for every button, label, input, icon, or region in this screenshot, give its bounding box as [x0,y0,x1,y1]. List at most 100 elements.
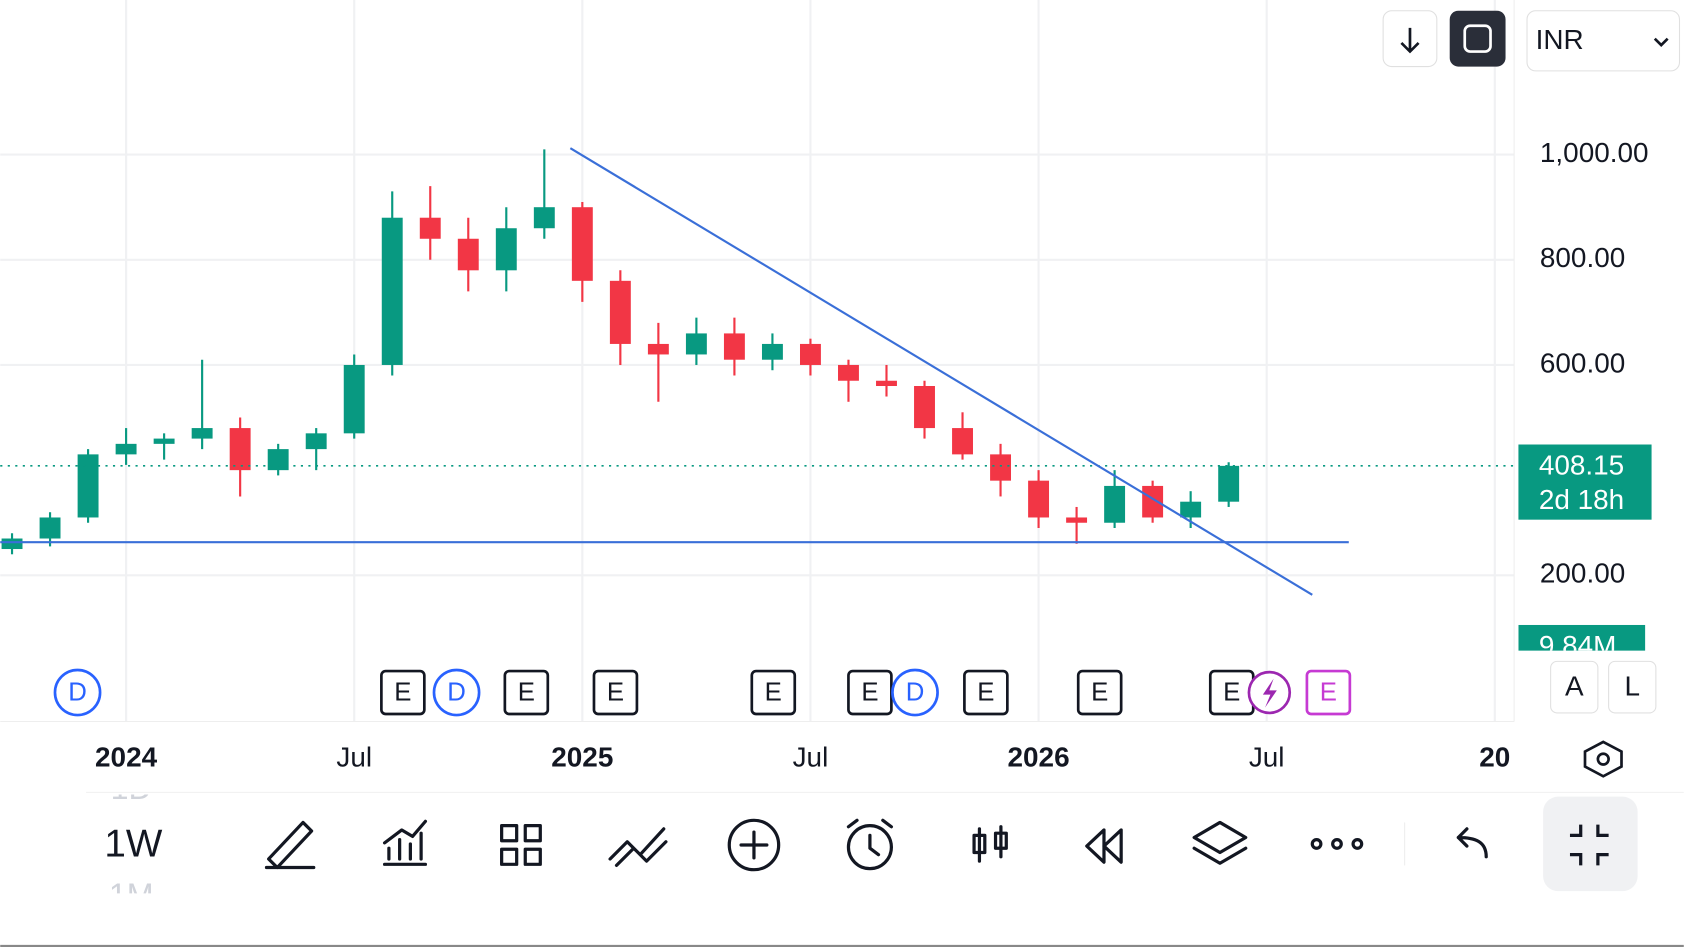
candle-body [191,428,213,439]
y-tick-label: 200.00 [1540,558,1625,589]
settings-dot [1596,752,1610,766]
x-tick-label: 20 [1479,741,1510,772]
candle-body [838,364,859,381]
marker-label: E [1091,678,1108,706]
collapse-icon [1569,824,1609,866]
trend-line[interactable] [569,147,1313,596]
y-tick-label: 600.00 [1540,347,1625,378]
candle-body [1218,465,1240,502]
x-tick-label: Jul [1249,741,1285,772]
x-tick-label: Jul [793,741,829,772]
fullscreen-button[interactable] [1449,10,1506,67]
layers-tool[interactable] [1192,820,1248,865]
candle-body [1,538,23,550]
alert-tool[interactable] [846,824,894,871]
marker-label: D [447,678,466,706]
candle-body [990,454,1012,481]
more-dot[interactable] [1310,838,1323,850]
candle-body [229,428,251,471]
earnings-marker[interactable] [503,669,550,716]
candle-body [761,343,783,360]
interval-selector[interactable]: 1W [104,822,162,865]
earnings-marker[interactable] [592,669,639,716]
x-tick-label: 2026 [1008,741,1070,772]
marker-label: E [765,678,782,706]
add-tool[interactable] [727,818,781,872]
candle-body [609,280,631,344]
earnings-marker[interactable] [750,669,797,716]
undo-tool[interactable] [1456,827,1488,859]
candle-body [343,364,365,434]
x-tick-label: 2025 [551,741,613,772]
marker-label: E [1223,678,1240,706]
candle-body [914,386,935,429]
dividend-marker[interactable] [432,668,481,717]
marker-label: D [68,678,87,706]
earnings-marker[interactable] [1076,669,1123,716]
interval-option[interactable]: 1M [109,877,154,913]
chart-type-tool[interactable] [972,825,1008,863]
candle-body [1066,517,1088,523]
chevron [1653,37,1669,47]
fullscreen-icon [1463,24,1492,53]
candle-body [153,438,175,444]
currency-text: INR [1536,24,1584,55]
earnings-marker[interactable] [1305,669,1352,716]
candles [0,149,1515,555]
lightning-icon [1262,678,1277,708]
candle-body [647,343,669,355]
add-icon [739,830,769,860]
candle-body [1180,501,1202,518]
last-price-label: 408.15 [1539,449,1624,480]
countdown-label: 2d 18h [1539,484,1624,515]
marker-label: E [518,678,535,706]
auto-scale-button[interactable] [1550,660,1599,714]
x-tick-label: 2024 [95,741,158,772]
candle-body [381,217,403,365]
more-dot[interactable] [1331,838,1343,850]
candle-body [115,443,137,455]
marker-label: E [977,678,994,706]
earnings-marker[interactable] [963,669,1009,716]
currency-select[interactable] [1526,10,1681,72]
dividend-marker[interactable] [891,668,939,717]
candle-body [876,380,897,387]
alert-icon [846,818,894,857]
dividend-marker[interactable] [53,668,102,717]
download-icon [1400,27,1420,54]
volume-badge [1518,624,1646,651]
settings-icon[interactable] [1583,740,1623,778]
volume-label: 9.84M [1539,630,1617,661]
candle-body [39,517,61,539]
candle-body [1142,485,1164,518]
candle-body [1104,485,1126,523]
candle-body [305,433,327,450]
marker-label: E [607,678,624,706]
candle-body [495,228,517,271]
log-scale-button[interactable] [1608,660,1657,714]
x-tick-label: Jul [336,741,372,772]
draw-tool[interactable] [264,820,316,870]
candle-body [723,333,745,360]
more-dot[interactable] [1351,838,1364,850]
marker-label: E [861,678,878,706]
templates-tool[interactable] [500,824,542,866]
auto-scale-text: A [1565,671,1584,702]
earnings-marker[interactable] [380,669,426,716]
candle-body [571,207,593,281]
compare-tool[interactable] [608,827,668,868]
replay-tool[interactable] [1085,828,1123,864]
log-scale-text: L [1624,671,1640,702]
marker-label: D [906,678,925,706]
candle-body [1028,480,1050,518]
collapse-button[interactable] [1543,796,1638,892]
indicators-tool[interactable] [382,819,428,866]
candle-body [952,428,973,455]
interval-option[interactable]: 1D [111,770,152,806]
candle-body [419,217,441,239]
candle-body [533,207,555,229]
candle-body [77,454,99,518]
